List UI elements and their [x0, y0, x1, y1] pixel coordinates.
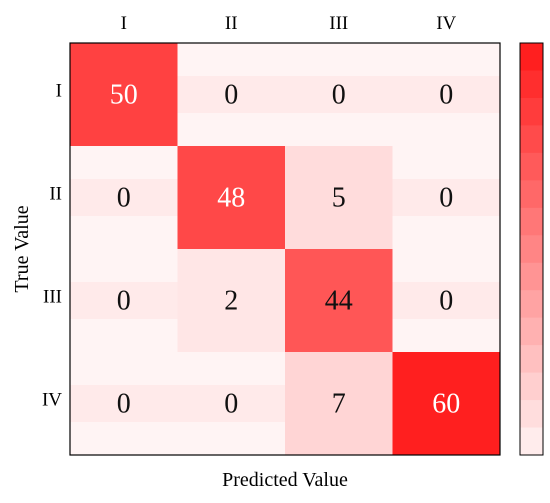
colorbar-segment [520, 152, 543, 181]
colorbar-segment [520, 317, 543, 346]
heatmap-cell [177, 146, 285, 249]
heatmap-cell [392, 249, 500, 352]
colorbar-segment [520, 290, 543, 319]
heatmap-cell [392, 146, 500, 249]
heatmap-cell [285, 146, 393, 249]
heatmap-cell [70, 352, 178, 455]
cell-value-label: 5 [332, 183, 346, 214]
colorbar-segment [520, 70, 543, 99]
cell-value-label: 0 [117, 183, 131, 214]
heatmap-cell [177, 249, 285, 352]
colorbar-segment [520, 97, 543, 126]
y-axis-label: True Value [11, 205, 33, 292]
heatmap-cell-band [70, 178, 178, 217]
x-tick-labels: I II III IV [121, 13, 457, 34]
heatmap-cell [285, 249, 393, 352]
heatmap-cell-band [70, 281, 178, 320]
cell-value-label: 0 [117, 389, 131, 420]
cell-value-label: 60 [432, 389, 460, 420]
heatmap-cell-band [177, 384, 285, 423]
heatmap-cell [177, 352, 285, 455]
heatmap-cell [285, 352, 393, 455]
heatmap-cell-band [70, 384, 178, 423]
heatmap-cell [70, 43, 178, 146]
cell-value-label: 0 [439, 80, 453, 111]
cell-value-label: 0 [332, 80, 346, 111]
cell-value-label: 0 [439, 286, 453, 317]
x-tick-label: III [329, 13, 348, 34]
heatmap-cell [392, 43, 500, 146]
colorbar-frame [519, 42, 544, 456]
heatmap-cell-band [177, 75, 285, 114]
heatmap-cell [392, 352, 500, 455]
x-tick-label: II [225, 13, 238, 34]
colorbar-segment [520, 372, 543, 401]
cell-value-label: 0 [439, 183, 453, 214]
heatmap-cell [177, 43, 285, 146]
cell-value-label: 2 [224, 286, 238, 317]
colorbar-segment [520, 400, 543, 429]
colorbar-segment [520, 125, 543, 154]
cell-value-label: 0 [224, 389, 238, 420]
plot-frame [69, 42, 501, 456]
cell-value-label: 0 [224, 80, 238, 111]
colorbar-segment [520, 43, 543, 71]
cell-value-label: 7 [332, 389, 346, 420]
x-tick-label: IV [436, 13, 456, 34]
cell-value-label: 50 [110, 80, 138, 111]
cell-value-labels: 50 0 0 00 48 5 00 2 44 00 0 7 60 [110, 80, 461, 420]
colorbar-segment [520, 180, 543, 209]
heatmap-cell-band [392, 281, 500, 320]
x-tick-label: I [121, 13, 127, 34]
y-tick-label: III [43, 287, 62, 308]
colorbar-segment [520, 207, 543, 236]
cell-value-label: 48 [217, 183, 245, 214]
heatmap-cell [70, 249, 178, 352]
heatmap-cell [285, 43, 393, 146]
colorbar-segment [520, 345, 543, 374]
heatmap-cell [70, 146, 178, 249]
cell-value-label: 0 [117, 286, 131, 317]
x-axis-label: Predicted Value [222, 469, 348, 491]
colorbar-segment [520, 427, 543, 456]
heatmap-cell-band [392, 178, 500, 217]
colorbar-segment [520, 235, 543, 264]
y-tick-label: II [49, 184, 62, 205]
cell-value-label: 44 [325, 286, 353, 317]
heatmap-cell-band [285, 75, 393, 114]
heatmap-cell-band [392, 75, 500, 114]
heatmap-cells [70, 43, 500, 455]
y-tick-label: I [56, 81, 62, 102]
y-tick-label: IV [42, 390, 62, 411]
colorbar [520, 43, 543, 456]
colorbar-segment [520, 262, 543, 291]
